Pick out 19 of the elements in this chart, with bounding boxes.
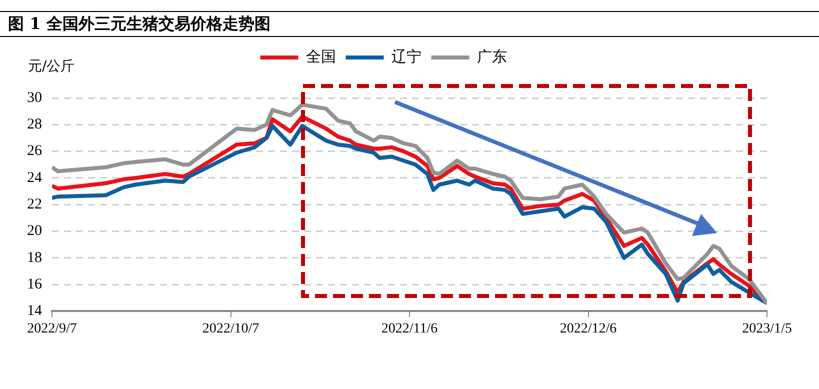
y-tick-label: 14: [27, 303, 42, 320]
x-tick-label: 2022/10/7: [202, 321, 260, 336]
y-tick-label: 28: [27, 116, 42, 133]
x-tick-label: 2023/1/5: [742, 321, 792, 336]
y-tick-label: 26: [27, 143, 42, 160]
y-axis-title: 元/公斤: [28, 58, 75, 75]
x-tick-label: 2022/11/6: [381, 321, 438, 336]
y-tick-label: 16: [27, 276, 42, 292]
x-tick-label: 2022/12/6: [560, 321, 617, 336]
legend-label: 广东: [476, 47, 507, 66]
chart-title: 图 1 全国外三元生猪交易价格走势图: [0, 11, 819, 37]
legend-label: 全国: [306, 47, 336, 66]
x-tick-label: 2022/9/7: [27, 321, 77, 336]
y-tick-label: 24: [27, 170, 42, 186]
legend-label: 辽宁: [391, 47, 422, 66]
y-tick-label: 20: [27, 223, 42, 240]
y-tick-label: 18: [27, 250, 42, 266]
y-tick-label: 22: [27, 196, 42, 213]
y-tick-label: 30: [27, 90, 42, 106]
